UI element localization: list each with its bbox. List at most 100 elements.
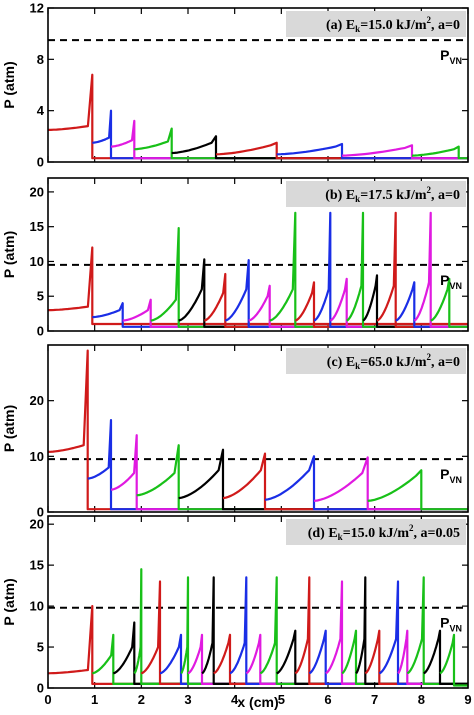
- pressure-profile-6: [215, 141, 468, 160]
- annotation-suffix: , a=0: [431, 355, 460, 370]
- pressure-profile-1: [47, 349, 468, 511]
- x-tick-label: 5: [278, 692, 285, 707]
- pressure-profile-4: [150, 227, 468, 328]
- y-tick-label: 10: [30, 254, 44, 269]
- pressure-profile-8: [341, 144, 468, 160]
- pvn-label: PVN: [440, 466, 462, 485]
- x-tick-label: 9: [464, 692, 471, 707]
- pressure-profile-10: [213, 633, 468, 685]
- x-tick-label: 0: [44, 692, 51, 707]
- plot-frame: [47, 7, 469, 163]
- y-tick-label: 20: [30, 184, 44, 199]
- y-tick-label: 10: [30, 449, 44, 464]
- y-tick-label: 0: [37, 505, 44, 520]
- y-tick-label: 20: [30, 517, 44, 532]
- y-tick-label: 12: [30, 1, 44, 16]
- pressure-profile-15: [376, 211, 468, 328]
- pressure-profile-9: [269, 211, 468, 328]
- annotation-prefix: (d) E: [308, 526, 338, 541]
- pressure-profile-8: [313, 456, 468, 511]
- y-tick-label: 15: [30, 558, 44, 573]
- pvn-label-main: P: [440, 47, 449, 63]
- y-tick-label: 0: [37, 324, 44, 339]
- annotation-text: (c) Ek=65.0 kJ/m2, a=0: [327, 352, 460, 371]
- annotation-box: [286, 11, 466, 37]
- plot-frame: [47, 515, 469, 689]
- pressure-profile-21: [378, 580, 468, 685]
- pressure-profile-4: [136, 444, 468, 511]
- annotation-suffix: , a=0: [431, 18, 460, 33]
- pressure-profile-14: [276, 629, 468, 685]
- pressure-profile-11: [313, 211, 468, 328]
- annotation-text: (b) Ek=17.5 kJ/m2, a=0: [325, 185, 460, 204]
- x-tick-label: 7: [371, 692, 378, 707]
- pressure-profile-11: [229, 576, 468, 685]
- x-tick-label: 3: [184, 692, 191, 707]
- pressure-profile-19: [355, 576, 468, 685]
- pressure-profile-17: [325, 580, 468, 685]
- pvn-label-sub: VN: [449, 624, 462, 634]
- panel-c: 0 10 20 P (atm) (c) Ek=65.0 kJ/m2, a=0 PVN: [1, 344, 469, 520]
- y-tick-label: 0: [37, 155, 44, 170]
- panel-d: 0 5 10 15 20 0 1 2 3 4 5 6 7 8 9 P (atm) (d) Ek=15.0 kJ/…: [1, 515, 472, 710]
- annotation-sub: k: [355, 194, 360, 204]
- pressure-profile-14: [362, 274, 468, 328]
- annotation-value: =15.0 kJ/m: [360, 18, 427, 33]
- y-tick-label: 5: [37, 289, 44, 304]
- pressure-profile-8: [187, 633, 468, 685]
- pressure-profile-1: [47, 605, 468, 685]
- y-axis-label: P (atm): [1, 405, 17, 452]
- annotation-sub: k: [338, 532, 343, 542]
- annotation-text: (d) Ek=15.0 kJ/m2, a=0.05: [308, 523, 460, 542]
- plot-frame: [47, 177, 469, 332]
- annotation-prefix: (c) E: [327, 355, 355, 370]
- y-axis-label: P (atm): [1, 61, 17, 108]
- pressure-profile-6: [159, 633, 468, 685]
- pressure-profile-9: [411, 145, 468, 160]
- y-tick-label: 10: [30, 599, 44, 614]
- y-tick-label: 0: [37, 681, 44, 696]
- pvn-label: PVN: [440, 47, 462, 66]
- y-tick-label: 20: [30, 393, 44, 408]
- x-tick-label: 1: [91, 692, 98, 707]
- pvn-label-sub: VN: [449, 281, 462, 291]
- pressure-profile-25: [439, 633, 468, 687]
- pressure-profile-4: [134, 127, 468, 160]
- panel-b: 0 5 10 15 20 P (atm) (b) Ek=17.5 kJ/m2, a=0 PVN: [1, 177, 469, 339]
- pressure-profile-6: [222, 452, 468, 511]
- pressure-profile-7: [276, 142, 468, 160]
- pressure-profile-20: [364, 629, 468, 685]
- annotation-box: [286, 348, 466, 374]
- pressure-profile-5: [171, 135, 468, 160]
- annotation-value: =17.5 kJ/m: [360, 188, 427, 203]
- plot-frame: [47, 344, 469, 513]
- pressure-profile-17: [413, 211, 468, 328]
- annotation-suffix: , a=0.05: [414, 526, 460, 541]
- pressure-profile-6: [203, 272, 468, 328]
- annotation-prefix: (b) E: [325, 188, 355, 203]
- annotation-suffix: , a=0: [431, 188, 460, 203]
- pressure-profile-13: [259, 576, 468, 685]
- pressure-profile-8: [248, 284, 468, 328]
- annotation-sup: 2: [427, 185, 432, 195]
- x-tick-label: 6: [324, 692, 331, 707]
- pressure-profile-5: [178, 258, 468, 328]
- pressure-profile-5: [178, 448, 468, 511]
- annotation-sub: k: [355, 361, 360, 371]
- pressure-profile-4: [133, 568, 468, 685]
- x-axis-label: x (cm): [237, 694, 278, 710]
- pressure-profile-16: [308, 629, 468, 685]
- y-tick-label: 5: [37, 640, 44, 655]
- y-tick-label: 8: [37, 52, 44, 67]
- pressure-profile-23: [406, 576, 468, 685]
- pressure-profile-12: [329, 277, 468, 328]
- pressure-profile-3: [122, 298, 468, 328]
- pvn-label: PVN: [440, 272, 462, 291]
- pvn-label-sub: VN: [449, 56, 462, 66]
- x-tick-label: 8: [418, 692, 425, 707]
- annotation-value: =15.0 kJ/m: [343, 526, 410, 541]
- pressure-profile-12: [245, 633, 468, 685]
- y-axis-label: P (atm): [1, 578, 17, 625]
- y-tick-label: 15: [30, 219, 44, 234]
- pvn-label: PVN: [440, 615, 462, 634]
